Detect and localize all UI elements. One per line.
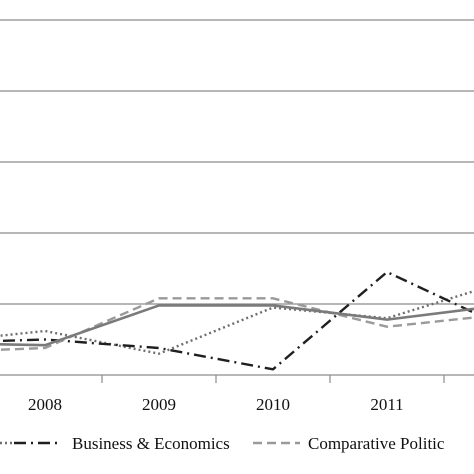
legend: Business & Economics Comparative Politic — [0, 434, 445, 453]
legend-label: Business & Economics — [72, 434, 230, 453]
series-line-1 — [0, 270, 474, 371]
x-tick-labels: 2008200920102011201220 — [28, 395, 404, 414]
series-line-0 — [0, 289, 474, 355]
gridlines — [0, 19, 474, 305]
series-line-2 — [0, 297, 474, 351]
x-tick-label: 2008 — [28, 395, 62, 414]
x-tick-label: 2011 — [370, 395, 403, 414]
legend-label: Comparative Politic — [308, 434, 445, 453]
x-tick-label: 2010 — [256, 395, 290, 414]
x-tick-label: 2009 — [142, 395, 176, 414]
series-layer — [0, 270, 474, 371]
series-line-3 — [0, 304, 474, 347]
x-axis — [0, 374, 474, 383]
